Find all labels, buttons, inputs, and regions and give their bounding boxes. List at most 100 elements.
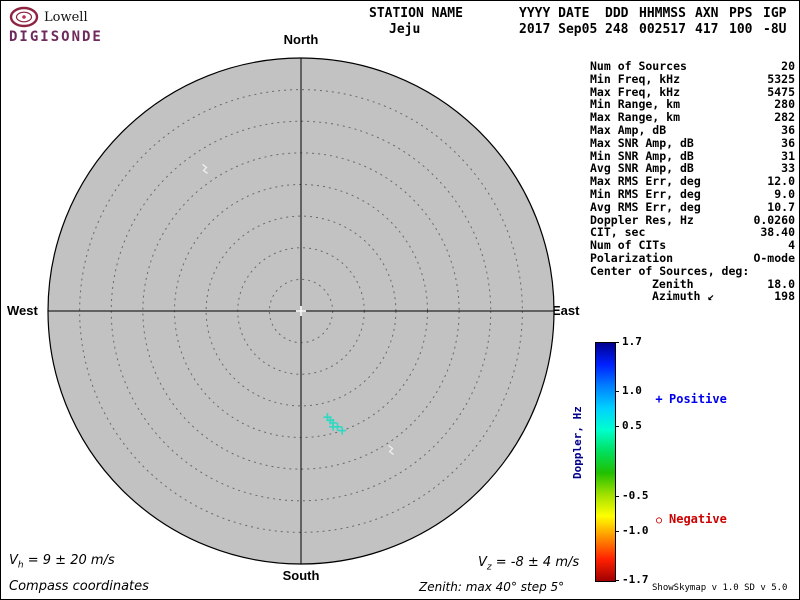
info-row-value: 5325 (767, 71, 795, 86)
header-fields: STATION NAME Jeju YYYY DATE 2017 Sep05 DDD 24… (369, 6, 793, 38)
vertical-velocity-value: Vz = -8 ± 4 m/s (478, 555, 580, 573)
skymap-source-squiggle (202, 163, 208, 174)
info-row: Max Freq, kHz 5475 (590, 84, 795, 99)
info-row-label: Max RMS Err, deg (590, 174, 701, 189)
info-row-value: 12.0 (767, 174, 795, 189)
info-row: Max SNR Amp, dB 36 (590, 135, 795, 150)
info-row-label: Max Range, km (590, 110, 681, 125)
info-row-value: 38.40 (760, 225, 795, 240)
info-row: Num of Sources 20 (590, 60, 795, 73)
compass-label-east: East (552, 303, 580, 318)
header-field-value: 248 (605, 22, 629, 37)
info-row-value: 0.0260 (753, 212, 795, 227)
info-row-value: 280 (774, 97, 795, 112)
header-field-station-name: STATION NAME Jeju (369, 6, 519, 38)
logo-top-row: Lowell (9, 6, 103, 28)
info-row: Avg SNR Amp, dB 33 (590, 162, 795, 175)
header-field-yyyy-date: YYYY DATE 2017 Sep05 (519, 6, 605, 38)
info-row: Min Freq, kHz 5325 (590, 71, 795, 86)
azimuth-direction-icon: ↙ (700, 289, 715, 304)
header-field-value: 2017 Sep05 (519, 22, 598, 37)
colorbar-tick-label: 1.0 (622, 384, 642, 397)
colorbar-axis-label: Doppler, Hz (571, 406, 584, 479)
info-row-value: 198 (774, 289, 795, 304)
lowell-digisonde-logo: Lowell DIGISONDE (9, 6, 103, 45)
header-field-value: 002517 (639, 22, 686, 37)
logo-digisonde-text: DIGISONDE (9, 29, 103, 45)
header-field-label: STATION NAME (369, 6, 463, 21)
colorbar-tick-label: -0.5 (622, 489, 649, 502)
info-row-label: Max SNR Amp, dB (590, 135, 694, 150)
colorbar-tick-mark (615, 579, 619, 581)
colorbar-tick-label: 1.7 (622, 335, 642, 348)
compass-label-south: South (282, 568, 320, 583)
info-row-value: 9.0 (774, 186, 795, 201)
info-row-label: Doppler Res, Hz (590, 212, 694, 227)
coordinates-note: Compass coordinates (9, 579, 149, 594)
info-row-label: Azimuth ↙ (652, 289, 715, 304)
colorbar-tick-label: -1.7 (622, 573, 649, 586)
info-row-label: Num of Sources (590, 59, 687, 73)
info-row-value: 4 (788, 238, 795, 253)
header-field-value: 417 (695, 22, 719, 37)
info-row-value: 33 (781, 161, 795, 176)
colorbar-tick-label: -1.0 (622, 524, 649, 537)
info-row: Max RMS Err, deg 12.0 (590, 175, 795, 188)
compass-label-west: West (7, 303, 38, 318)
colorbar-tick-mark (615, 390, 619, 392)
info-row: Min SNR Amp, dB 31 (590, 148, 795, 163)
legend-positive-label: Positive (669, 392, 727, 406)
digisonde-logo-icon (9, 6, 39, 28)
header-field-value: 100 (729, 22, 753, 37)
info-row: Min RMS Err, deg 9.0 (590, 188, 795, 201)
legend-negative-label: Negative (669, 512, 727, 526)
info-row-label: Min Range, km (590, 97, 681, 112)
skymap-source-plus (338, 426, 347, 435)
info-row-label: Avg SNR Amp, dB (590, 161, 694, 176)
info-row: Center of Sources, deg: (590, 263, 795, 278)
positive-marker-icon: + (655, 392, 663, 406)
info-row: Polarization O-mode (590, 252, 795, 265)
header-field-hhmmss: HHMMSS 002517 (639, 6, 695, 38)
info-row: Azimuth ↙ 198 (590, 290, 795, 303)
info-row-value: 31 (781, 148, 795, 163)
info-row: Max Range, km 282 (590, 111, 795, 124)
logo-lowell-text: Lowell (44, 9, 88, 25)
legend-positive: + Positive (653, 392, 727, 406)
info-row-label: Center of Sources, deg: (590, 263, 750, 278)
skymap-source-plus (333, 422, 342, 431)
header-field-label: DDD (605, 6, 629, 21)
info-row-value: O-mode (753, 250, 795, 265)
header-field-label: IGP (763, 6, 787, 21)
info-row-label: Num of CITs (590, 238, 667, 253)
negative-marker-icon: ○ (655, 515, 663, 526)
header-field-value: Jeju (389, 22, 421, 37)
info-row: Doppler Res, Hz 0.0260 (590, 212, 795, 227)
header-field-label: YYYY DATE (519, 6, 590, 21)
header-field-value: -8U (763, 22, 787, 37)
info-row: Min Range, km 280 (590, 98, 795, 111)
legend-negative: ○ Negative (653, 512, 727, 526)
colorbar-tick-mark (615, 530, 619, 532)
skymap-polar-plot (47, 57, 555, 565)
compass-label-north: North (283, 32, 319, 47)
doppler-colorbar (595, 342, 616, 582)
info-row: Avg RMS Err, deg 10.7 (590, 199, 795, 214)
info-row: Num of CITs 4 (590, 239, 795, 252)
zenith-range-note: Zenith: max 40° step 5° (419, 580, 565, 594)
info-row-label: Avg RMS Err, deg (590, 199, 701, 214)
info-row-value: 282 (774, 110, 795, 125)
info-row-value: 36 (781, 122, 795, 137)
header-field-label: AXN (695, 6, 719, 21)
version-text: ShowSkymap v 1.0 SD v 5.0 (652, 583, 788, 593)
info-row-label: CIT, sec (590, 225, 646, 240)
header-field-axn: AXN 417 (695, 6, 729, 38)
info-row-value: 10.7 (767, 199, 795, 214)
measurement-info-panel: Num of Sources 20 Min Freq, kHz 5325 Max Fre… (590, 60, 795, 303)
info-row-label: Min Freq, kHz (590, 71, 681, 86)
info-row-value: 5475 (767, 84, 795, 99)
header-field-igp: IGP -8U (763, 6, 793, 38)
info-row-label: Zenith (652, 276, 694, 291)
horizontal-velocity-value: Vh = 9 ± 20 m/s (9, 553, 115, 571)
